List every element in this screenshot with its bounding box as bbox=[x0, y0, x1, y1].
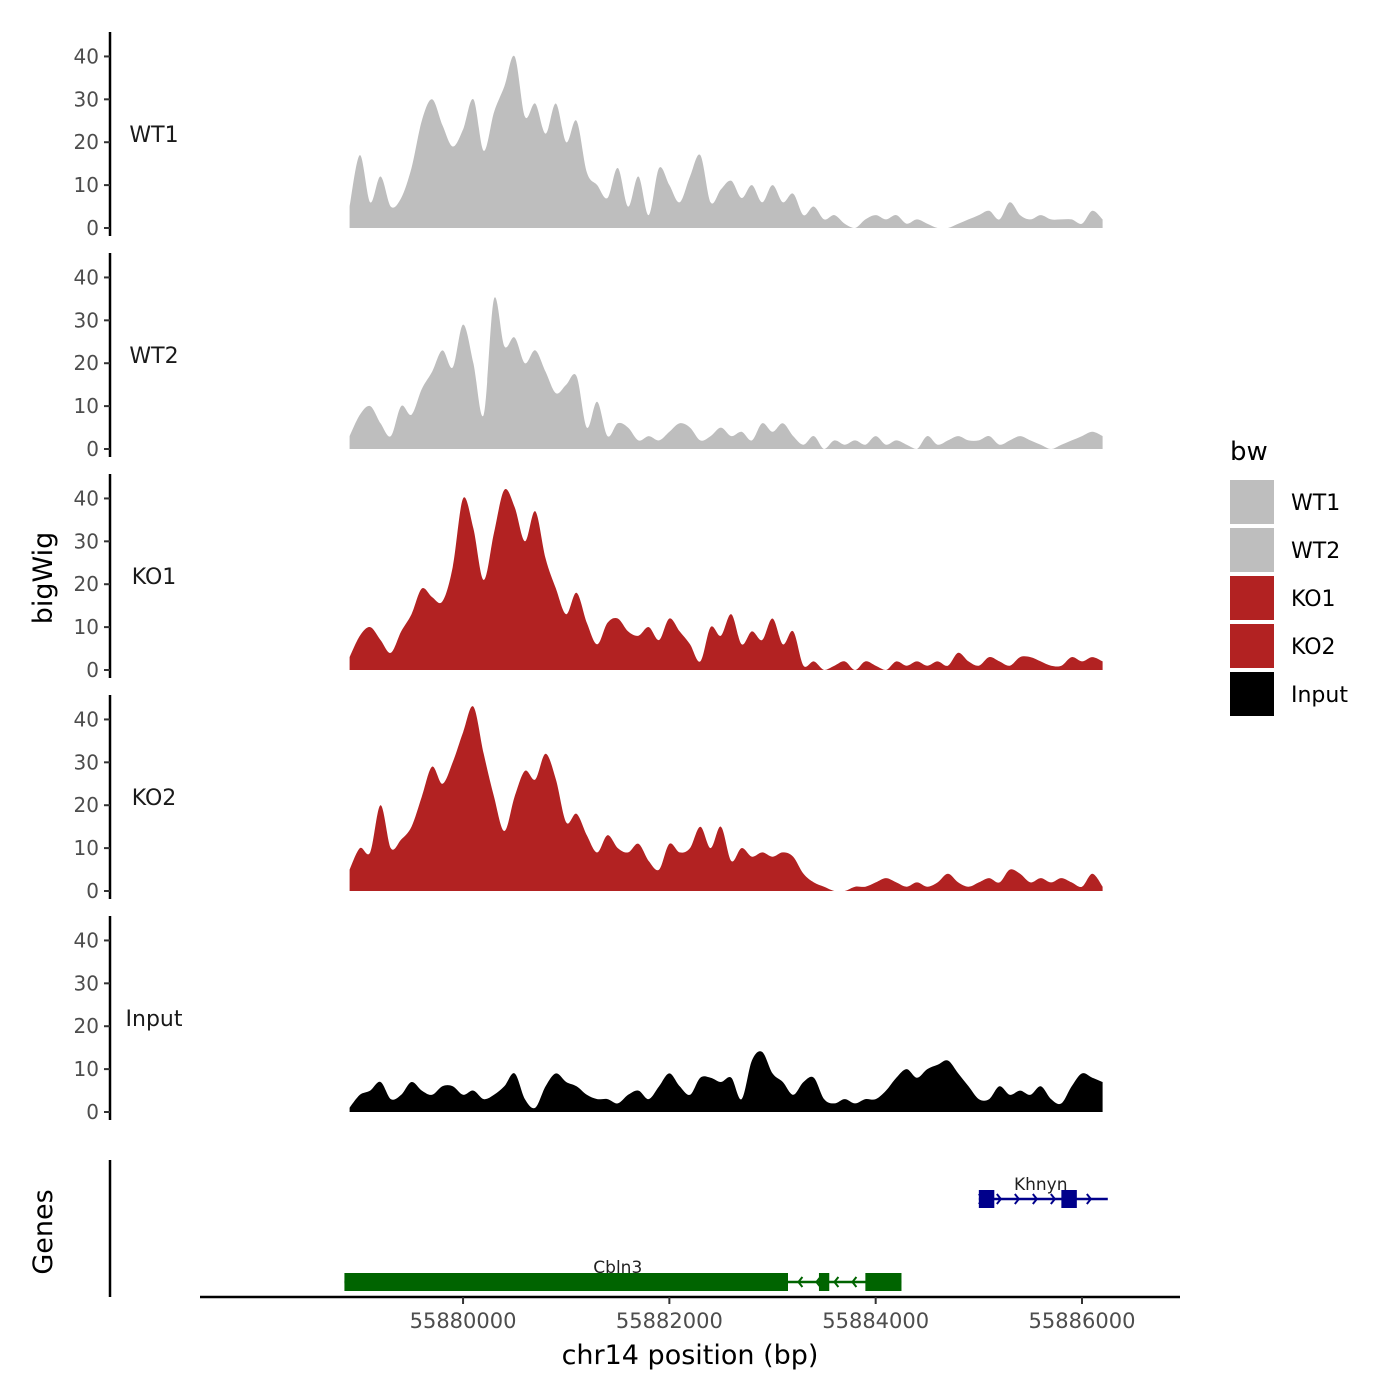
y-tick-label: 40 bbox=[74, 928, 99, 952]
y-tick-label: 30 bbox=[74, 87, 99, 111]
strand-arrow bbox=[1050, 1193, 1057, 1205]
legend-swatch bbox=[1230, 624, 1274, 668]
y-tick-label: 10 bbox=[74, 1057, 99, 1081]
y-tick-label: 40 bbox=[74, 44, 99, 68]
legend-swatch bbox=[1230, 576, 1274, 620]
y-tick-label: 0 bbox=[86, 1100, 99, 1124]
strand-arrow bbox=[851, 1276, 858, 1288]
strand-arrow bbox=[797, 1276, 804, 1288]
legend-swatch bbox=[1230, 528, 1274, 572]
track-label-ko1: KO1 bbox=[132, 565, 177, 590]
exon-block bbox=[978, 1190, 995, 1208]
strand-arrow bbox=[833, 1276, 840, 1288]
legend-entry-ko1: KO1 bbox=[1230, 576, 1336, 620]
y-tick-label: 20 bbox=[74, 351, 99, 375]
y-tick-label: 10 bbox=[74, 836, 99, 860]
y-axis-title: bigWig bbox=[28, 532, 59, 625]
y-tick-label: 30 bbox=[74, 529, 99, 553]
strand-arrow bbox=[996, 1193, 1003, 1205]
y-tick-label: 30 bbox=[74, 308, 99, 332]
strand-arrow bbox=[1086, 1193, 1093, 1205]
x-tick-label: 55884000 bbox=[822, 1309, 929, 1333]
y-tick-label: 10 bbox=[74, 615, 99, 639]
strand-arrow bbox=[1014, 1193, 1021, 1205]
track-panel-input: 0 10 20 30 40 Input bbox=[74, 916, 1103, 1124]
legend-label: Input bbox=[1291, 683, 1348, 708]
track-panel-ko1: 0 10 20 30 40 KO1 bbox=[74, 474, 1103, 682]
legend-label: KO1 bbox=[1291, 587, 1336, 612]
track-panel-ko2: 0 10 20 30 40 KO2 bbox=[74, 695, 1103, 903]
legend: bw WT1 WT2 KO1 KO2 Input bbox=[1230, 437, 1348, 716]
x-axis-title: chr14 position (bp) bbox=[562, 1340, 819, 1371]
gene-name-label: Cbln3 bbox=[593, 1258, 642, 1278]
y-tick-label: 0 bbox=[86, 216, 99, 240]
y-tick-label: 20 bbox=[74, 572, 99, 596]
gene-cbln3: Cbln3 bbox=[344, 1258, 902, 1291]
legend-label: KO2 bbox=[1291, 635, 1336, 660]
legend-entry-wt2: WT2 bbox=[1230, 528, 1340, 572]
y-tick-label: 40 bbox=[74, 265, 99, 289]
y-tick-label: 20 bbox=[74, 793, 99, 817]
y-tick-label: 30 bbox=[74, 971, 99, 995]
legend-swatch bbox=[1230, 672, 1274, 716]
legend-entry-ko2: KO2 bbox=[1230, 624, 1336, 668]
x-tick-label: 55886000 bbox=[1029, 1309, 1136, 1333]
legend-title: bw bbox=[1230, 437, 1268, 467]
y-tick-label: 10 bbox=[74, 394, 99, 418]
track-panels: 0 10 20 30 40 WT1 0 10 20 30 40 WT2 0 10 20 30 40 KO1 0 10 2… bbox=[74, 32, 1103, 1124]
coverage-area-input bbox=[349, 1051, 1103, 1112]
exon-block bbox=[1061, 1190, 1077, 1208]
y-tick-label: 0 bbox=[86, 658, 99, 682]
strand-arrow bbox=[1032, 1193, 1039, 1205]
coverage-area-ko2 bbox=[349, 706, 1103, 891]
x-axis: 55880000 55882000 55884000 55886000 bbox=[200, 1295, 1180, 1333]
y-tick-label: 20 bbox=[74, 1014, 99, 1038]
gene-name-label: Khnyn bbox=[1014, 1175, 1068, 1195]
y-tick-label: 40 bbox=[74, 486, 99, 510]
y-tick-label: 40 bbox=[74, 707, 99, 731]
y-tick-label: 0 bbox=[86, 437, 99, 461]
gene-annotation-track: Khnyn Cbln3 bbox=[108, 1160, 1108, 1297]
x-tick-label: 55880000 bbox=[410, 1309, 517, 1333]
exon-block bbox=[344, 1273, 788, 1291]
y-tick-label: 10 bbox=[74, 173, 99, 197]
legend-swatch bbox=[1230, 480, 1274, 524]
track-label-ko2: KO2 bbox=[132, 786, 177, 811]
track-label-wt2: WT2 bbox=[129, 344, 178, 369]
exon-block bbox=[865, 1273, 902, 1291]
genes-axis-title: Genes bbox=[28, 1189, 59, 1274]
gene-khnyn: Khnyn bbox=[978, 1175, 1108, 1208]
y-tick-label: 0 bbox=[86, 879, 99, 903]
legend-label: WT1 bbox=[1291, 491, 1340, 516]
track-panel-wt1: 0 10 20 30 40 WT1 bbox=[74, 32, 1103, 240]
coverage-area-wt2 bbox=[349, 297, 1103, 449]
x-tick-label: 55882000 bbox=[616, 1309, 723, 1333]
y-tick-label: 20 bbox=[74, 130, 99, 154]
coverage-area-ko1 bbox=[349, 489, 1103, 670]
legend-entry-input: Input bbox=[1230, 672, 1348, 716]
track-panel-wt2: 0 10 20 30 40 WT2 bbox=[74, 253, 1103, 461]
coverage-area-wt1 bbox=[349, 55, 1103, 228]
track-label-input: Input bbox=[126, 1007, 183, 1032]
track-label-wt1: WT1 bbox=[129, 123, 178, 148]
legend-entry-wt1: WT1 bbox=[1230, 480, 1340, 524]
exon-block bbox=[818, 1273, 830, 1291]
legend-label: WT2 bbox=[1291, 539, 1340, 564]
y-tick-label: 30 bbox=[74, 750, 99, 774]
